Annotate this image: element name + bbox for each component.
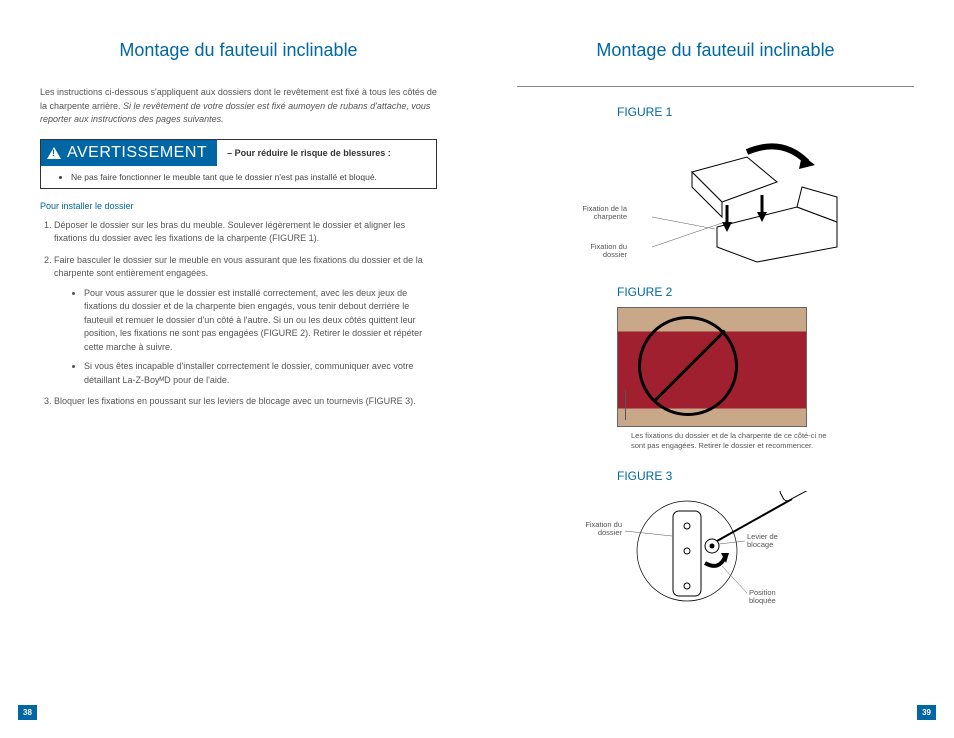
page-title-left: Montage du fauteuil inclinable: [40, 40, 437, 61]
warning-item: Ne pas faire fonctionner le meuble tant …: [71, 172, 424, 182]
figure-2-title: FIGURE 2: [617, 285, 914, 299]
section-label: Pour installer le dossier: [40, 201, 437, 211]
step-3: Bloquer les fixations en poussant sur le…: [54, 395, 437, 409]
step-1: Déposer le dossier sur les bras du meubl…: [54, 219, 437, 246]
intro-text: Les instructions ci-dessous s'appliquent…: [40, 86, 437, 127]
warning-word: AVERTISSEMENT: [67, 144, 207, 162]
figure-3-block: FIGURE 3: [517, 469, 914, 636]
page-title-right: Montage du fauteuil inclinable: [517, 40, 914, 61]
figure-2-photo: [617, 307, 807, 427]
warning-subtitle: – Pour réduire le risque de blessures :: [217, 148, 391, 158]
figure-1-label-2: Fixation du dossier: [567, 243, 627, 260]
page-number-left: 38: [18, 705, 37, 720]
step-2-sub-2: Si vous êtes incapable d'installer corre…: [84, 360, 437, 387]
figure-1-illustration: [597, 127, 857, 267]
figure-2-leader: [625, 390, 626, 420]
figure-1-label-1: Fixation de la charpente: [567, 205, 627, 222]
step-2-sub-1: Pour vous assurer que le dossier est ins…: [84, 287, 437, 355]
figure-1-title: FIGURE 1: [617, 105, 914, 119]
figure-3-illustration: [577, 491, 877, 631]
title-rule: [517, 86, 914, 87]
figure-2-caption: Les fixations du dossier et de la charpe…: [631, 431, 831, 451]
page-left: Montage du fauteuil inclinable Les instr…: [0, 0, 477, 738]
warning-header: AVERTISSEMENT – Pour réduire le risque d…: [41, 140, 436, 166]
warning-box: AVERTISSEMENT – Pour réduire le risque d…: [40, 139, 437, 189]
step-2-sublist: Pour vous assurer que le dossier est ins…: [54, 287, 437, 388]
step-2-text: Faire basculer le dossier sur le meuble …: [54, 255, 423, 279]
step-2: Faire basculer le dossier sur le meuble …: [54, 254, 437, 388]
steps-list: Déposer le dossier sur les bras du meubl…: [40, 219, 437, 409]
page-right: Montage du fauteuil inclinable FIGURE 1: [477, 0, 954, 738]
figure-3-label-2: Levier de blocage: [747, 533, 797, 550]
figure-3-label-3: Position bloquée: [749, 589, 799, 606]
warning-badge: AVERTISSEMENT: [41, 140, 217, 166]
page-number-right: 39: [917, 705, 936, 720]
figure-3-title: FIGURE 3: [617, 469, 914, 483]
figure-1-block: FIGURE 1 Fixation de la charpente Fix: [517, 105, 914, 267]
warning-body: Ne pas faire fonctionner le meuble tant …: [41, 166, 436, 188]
figure-3-label-1: Fixation du dossier: [572, 521, 622, 538]
figure-2-block: FIGURE 2 Les fixations du dossier et de …: [517, 285, 914, 451]
alert-icon: [47, 147, 61, 159]
